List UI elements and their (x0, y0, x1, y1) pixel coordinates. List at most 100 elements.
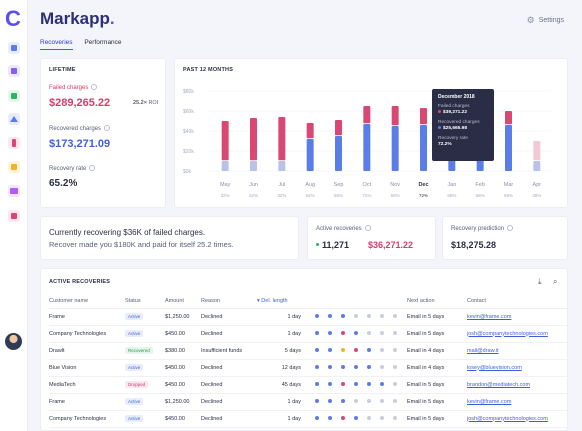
timeline-dot (328, 331, 332, 336)
attempt-timeline (307, 325, 407, 343)
contact-link[interactable]: losey@bluevision.com (467, 359, 567, 377)
download-icon[interactable]: ⤓ (538, 277, 542, 286)
roi-value: 25.2× (133, 100, 147, 106)
x-tick-label: Jul (278, 182, 285, 188)
timeline-dot (315, 382, 319, 387)
table-row[interactable]: Frame Active $1,250.00 Declined 1 day Email i… (49, 308, 567, 326)
list-icon[interactable] (8, 90, 20, 102)
timeline-dot (328, 416, 332, 421)
settings-button[interactable]: ⚙ Settings (527, 15, 564, 26)
tooltip-title: December 2018 (438, 94, 475, 100)
triangle-icon[interactable] (8, 113, 20, 125)
contact-email[interactable]: kevin@frame.com (467, 313, 512, 320)
table-row[interactable]: Drawlt Recovered $380.00 Insufficient funds… (49, 342, 567, 360)
recovery-prediction-card: Recovery prediction $18,275.28 (442, 216, 568, 260)
bar-failed (533, 141, 541, 161)
contact-email[interactable]: kevin@frame.com (467, 398, 512, 405)
dashboard-icon[interactable] (8, 42, 20, 54)
next-action: Email in 4 days (407, 359, 467, 377)
x-tick-label: Mar (504, 182, 514, 188)
status-badge: Active (125, 313, 144, 320)
past-12-months-card: Past 12 months $0k $20k $40k $60k $80k May 32%… (174, 58, 568, 208)
table-row[interactable]: Company Technologies Active $450.00 Decline… (49, 410, 567, 428)
tab-recoveries[interactable]: Recoveries (40, 39, 73, 50)
delinquency-length: 45 days (257, 376, 307, 394)
timeline-dot (380, 331, 384, 336)
timeline-dot (380, 382, 384, 387)
contact-email[interactable]: losey@bluevision.com (467, 364, 522, 371)
reason: Declined (201, 410, 257, 428)
col-reason[interactable]: Reason (201, 295, 257, 309)
timeline-dot (315, 314, 319, 319)
user-avatar[interactable] (5, 333, 22, 350)
recovery-banner: Currently recovering $36K of failed char… (40, 216, 299, 260)
reason: Declined (201, 393, 257, 411)
x-tick-label: Jan (447, 182, 456, 188)
info-icon[interactable] (91, 84, 98, 90)
info-icon[interactable] (364, 225, 371, 231)
recoveries-table: Customer name Status Amount Reason ▾ Del… (49, 295, 567, 428)
col-contact[interactable]: Contact (467, 295, 567, 309)
col-length[interactable]: ▾ Del. length (257, 295, 307, 309)
col-next-action[interactable]: Next action (407, 295, 467, 309)
contact-email[interactable]: mail@draw.it (467, 347, 499, 354)
timeline-dot (341, 382, 345, 387)
failed-charges-value: $289,265.22 (49, 97, 111, 109)
card-icon[interactable] (8, 137, 20, 149)
rate-label: 65% (334, 193, 343, 198)
contact-link[interactable]: brandon@mediatech.com (467, 376, 567, 394)
col-timeline (307, 295, 407, 309)
bar-chart-icon[interactable] (8, 161, 20, 173)
col-customer[interactable]: Customer name (49, 295, 125, 309)
next-action: Email in 4 days (407, 342, 467, 360)
contact-email[interactable]: brandon@mediatech.com (467, 381, 531, 388)
delinquency-length: 1 day (257, 325, 307, 343)
bar-chart: $0k $20k $40k $60k $80k May 32% Jun 32% Jul 32% Aug… (183, 89, 551, 198)
contact-email[interactable]: josh@companytechnologies.com (467, 330, 548, 337)
timeline-dot (328, 382, 332, 387)
col-status[interactable]: Status (125, 295, 165, 309)
chart-tooltip: December 2018 Failed charges $39,271.22 … (432, 89, 494, 161)
table-row[interactable]: Blue Vision Active $450.00 Declined 12 days E… (49, 359, 567, 377)
table-row[interactable]: Company Technologies Active $450.00 Decline… (49, 325, 567, 343)
rate-label: 64% (306, 193, 315, 198)
attempt-timeline (307, 308, 407, 326)
col-amount[interactable]: Amount (165, 295, 201, 309)
contact-link[interactable]: josh@companytechnologies.com (467, 410, 567, 428)
timeline-dot (367, 416, 371, 421)
table-row[interactable]: Frame Active $1,250.00 Declined 1 day Email i… (49, 393, 567, 411)
bar-recovered (533, 161, 541, 171)
timeline-dot (367, 314, 371, 319)
bar-recovered (363, 124, 371, 171)
contact-link[interactable]: josh@companytechnologies.com (467, 325, 567, 343)
info-icon[interactable] (104, 125, 111, 131)
tab-performance[interactable]: Performance (84, 39, 122, 46)
amount: $450.00 (165, 325, 201, 343)
contact-link[interactable]: mail@draw.it (467, 342, 567, 360)
contact-link[interactable]: kevin@frame.com (467, 308, 567, 326)
timeline-dot (380, 348, 384, 353)
next-action: Email in 5 days (407, 393, 467, 411)
search-icon[interactable]: ⌕ (553, 277, 558, 286)
contact-email[interactable]: josh@companytechnologies.com (467, 415, 548, 422)
info-icon[interactable] (507, 225, 514, 231)
rate-label: 32% (221, 193, 230, 198)
app-logo-icon[interactable]: C (5, 6, 21, 31)
info-icon[interactable] (89, 165, 96, 171)
reason: Insufficient funds (201, 342, 257, 360)
lifetime-card: Lifetime Failed charges $289,265.22 25.2… (40, 58, 166, 208)
timeline-dot (354, 399, 358, 404)
timeline-dot (315, 348, 319, 353)
next-action: Email in 5 days (407, 308, 467, 326)
attempt-timeline (307, 359, 407, 377)
bar-failed (363, 106, 371, 124)
layers-icon[interactable] (8, 65, 20, 77)
table-row[interactable]: MediaTech Dropped $450.00 Declined 45 days Em… (49, 376, 567, 394)
attempt-timeline (307, 342, 407, 360)
folder-icon[interactable] (8, 185, 20, 197)
status-badge: Active (125, 364, 144, 371)
delinquency-length: 1 day (257, 393, 307, 411)
tools-icon[interactable] (8, 210, 20, 222)
rate-label: 72% (419, 193, 428, 198)
contact-link[interactable]: kevin@frame.com (467, 393, 567, 411)
